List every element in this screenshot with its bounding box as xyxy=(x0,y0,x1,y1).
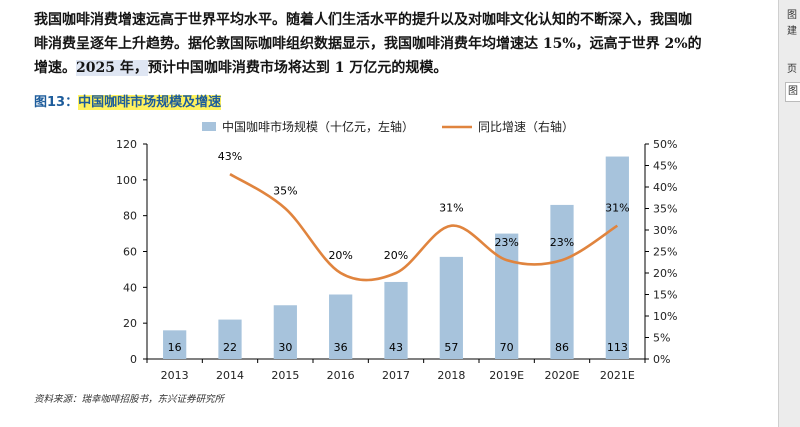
bar-value-label: 22 xyxy=(223,341,237,354)
bar-value-label: 113 xyxy=(607,341,628,354)
growth-rate-label: 20% xyxy=(384,249,408,262)
bar xyxy=(273,305,297,359)
left-axis-tick-label: 120 xyxy=(116,138,137,151)
x-axis-tick-label: 2015 xyxy=(271,369,299,382)
sidebar-label: 页 xyxy=(787,64,797,75)
growth-rate-label: 23% xyxy=(550,236,574,249)
paragraph-line: 增速。2025 年，预计中国咖啡消费市场将达到 1 万亿元的规模。 xyxy=(34,56,774,80)
paragraph-text: 预计中国咖啡消费市场将达到 1 万亿元的规模。 xyxy=(147,60,448,76)
sidebar-label: 建 xyxy=(787,26,797,37)
growth-rate-label: 35% xyxy=(273,185,297,198)
right-axis-tick-label: 5% xyxy=(653,332,670,345)
right-axis-tick-label: 0% xyxy=(653,353,670,366)
body-paragraph: 我国咖啡消费增速远高于世界平均水平。随着人们生活水平的提升以及对咖啡文化认知的不… xyxy=(34,8,774,80)
x-axis-tick-label: 2020E xyxy=(545,369,580,382)
paragraph-line: 啡消费呈逐年上升趋势。据伦敦国际咖啡组织数据显示，我国咖啡消费年均增速达 15%… xyxy=(34,36,702,52)
left-axis-tick-label: 20 xyxy=(123,317,137,330)
right-axis-tick-label: 35% xyxy=(653,203,677,216)
paragraph-line: 我国咖啡消费增速远高于世界平均水平。随着人们生活水平的提升以及对咖啡文化认知的不… xyxy=(34,12,692,28)
bar xyxy=(605,156,629,359)
bar xyxy=(439,256,463,359)
right-axis-tick-label: 20% xyxy=(653,267,677,280)
bar-value-label: 43 xyxy=(389,341,403,354)
right-sidebar: 图 建 页 图 xyxy=(778,0,800,427)
bar xyxy=(329,294,353,359)
x-axis-tick-label: 2014 xyxy=(216,369,244,382)
growth-rate-label: 23% xyxy=(494,236,518,249)
source-note: 资料来源：瑞幸咖啡招股书，东兴证券研究所 xyxy=(34,394,225,405)
selected-text: 2025 年， xyxy=(76,60,148,76)
growth-rate-line xyxy=(229,172,619,282)
x-axis-tick-label: 2018 xyxy=(437,369,465,382)
coffee-market-chart: 0 20 40 60 80 100 120 0% 5% 10% 15% 20% 25% 30% 35% 40%… xyxy=(116,119,677,382)
figure-number: 图13： xyxy=(34,95,79,110)
sidebar-button[interactable]: 图 xyxy=(785,82,800,102)
bar-value-label: 57 xyxy=(444,341,458,354)
figure-title: 图13：中国咖啡市场规模及增速 xyxy=(34,91,222,110)
x-axis-tick-label: 2013 xyxy=(161,369,189,382)
bar-value-label: 70 xyxy=(500,341,514,354)
growth-rate-label: 31% xyxy=(439,202,463,215)
bar xyxy=(550,204,574,359)
sidebar-label: 图 xyxy=(787,10,797,21)
left-axis-tick-label: 60 xyxy=(123,246,137,259)
bar-value-label: 16 xyxy=(168,341,182,354)
right-axis-tick-label: 30% xyxy=(653,224,677,237)
bar-value-label: 30 xyxy=(278,341,292,354)
right-axis-tick-label: 10% xyxy=(653,310,677,323)
figure-title-text: 中国咖啡市场规模及增速 xyxy=(78,95,222,110)
legend-label-line: 同比增速（右轴） xyxy=(478,119,574,134)
legend-label-bars: 中国咖啡市场规模（十亿元，左轴） xyxy=(222,119,414,134)
right-axis-tick-label: 50% xyxy=(653,138,677,151)
bar-value-label: 36 xyxy=(334,341,348,354)
right-axis-tick-label: 25% xyxy=(653,246,677,259)
bar xyxy=(218,319,242,359)
growth-rate-label: 43% xyxy=(218,150,242,163)
growth-rate-label: 20% xyxy=(328,249,352,262)
legend-swatch-bars xyxy=(202,122,216,131)
right-axis-tick-label: 15% xyxy=(653,289,677,302)
bar xyxy=(384,281,408,359)
right-axis-tick-label: 40% xyxy=(653,181,677,194)
x-axis-tick-label: 2016 xyxy=(327,369,355,382)
bar-value-label: 86 xyxy=(555,341,569,354)
paragraph-text: 增速。 xyxy=(34,60,76,76)
x-axis-tick-label: 2017 xyxy=(382,369,410,382)
left-axis-tick-label: 0 xyxy=(130,353,137,366)
document-page: 我国咖啡消费增速远高于世界平均水平。随着人们生活水平的提升以及对咖啡文化认知的不… xyxy=(34,8,774,405)
x-axis-tick-label: 2021E xyxy=(600,369,635,382)
bar xyxy=(495,233,519,359)
left-axis-tick-label: 80 xyxy=(123,210,137,223)
left-axis-tick-label: 40 xyxy=(123,281,137,294)
right-axis-tick-label: 45% xyxy=(653,160,677,173)
bar xyxy=(163,330,187,359)
growth-rate-label: 31% xyxy=(605,202,629,215)
left-axis-tick-label: 100 xyxy=(116,174,137,187)
x-axis-tick-label: 2019E xyxy=(489,369,524,382)
